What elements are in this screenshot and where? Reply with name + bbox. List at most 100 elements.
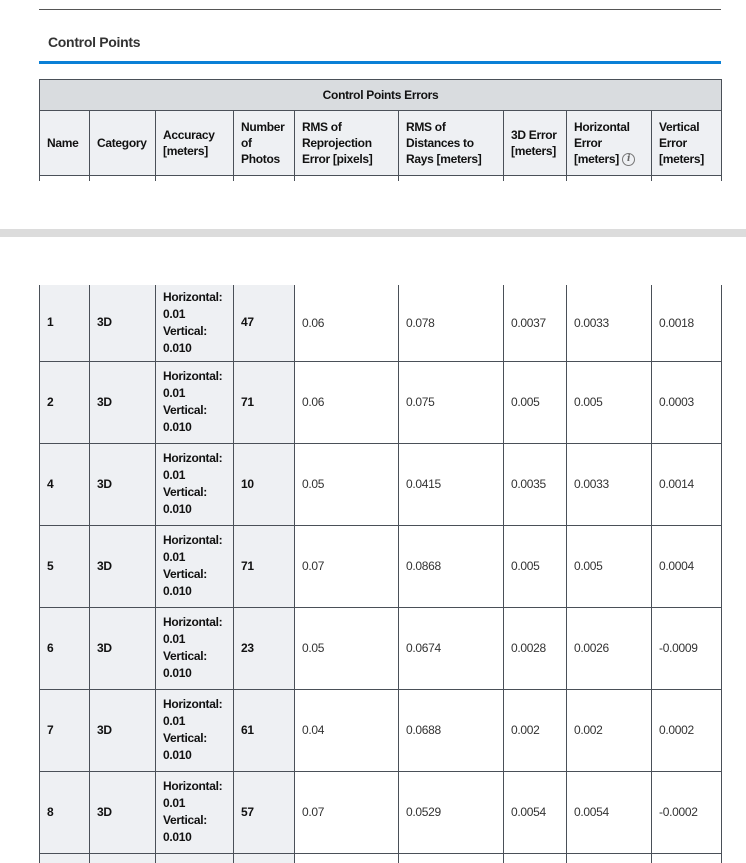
cell-category: 3D: [89, 688, 156, 772]
accuracy-acc-v: 0.010: [163, 340, 192, 355]
cell-err3d: 0.0035: [503, 442, 567, 526]
cell-name: 1: [39, 285, 90, 362]
accuracy-acc-h-label: Horizontal:: [163, 615, 223, 629]
cell-err-h: 0.005: [566, 524, 652, 608]
cell-accuracy: Horizontal: 0.01 Vertical: 0.010: [155, 770, 234, 854]
cell-err3d: 0.002: [503, 688, 567, 772]
cell-err-v: -0.0009: [651, 606, 722, 690]
accuracy-acc-h-label: Horizontal:: [163, 779, 223, 793]
cell-category: 3D: [89, 770, 156, 854]
control-points-table: 1 3D Horizontal: 0.01 Vertical: 0.010 47 0.06 0.…: [39, 285, 722, 863]
header-rms-reprojection: RMS of Reprojection Error [pixels]: [294, 110, 399, 176]
cell-photos: 71: [233, 360, 295, 444]
header-number-of-photos: Number of Photos: [233, 110, 295, 176]
cell-rms-rays: 0.0529: [398, 770, 504, 854]
cell-photos: 10: [233, 442, 295, 526]
cell-photos: 57: [233, 770, 295, 854]
cell-rms-reproj: 0.05: [294, 442, 399, 526]
cell-rms-rays: 0.0415: [398, 442, 504, 526]
accuracy-acc-v: 0.010: [163, 420, 192, 434]
accuracy-acc-h: 0.01: [163, 796, 186, 810]
table-row: 7 3D Horizontal: 0.01 Vertical: 0.010 61 0.04 0.…: [39, 688, 722, 772]
accuracy-acc-h: 0.01: [163, 468, 186, 482]
accuracy-acc-v-label: Vertical:: [163, 649, 207, 663]
table-row: 2 3D Horizontal: 0.01 Vertical: 0.010 71 0.06 0.…: [39, 360, 722, 444]
header-label: RMS of Distances to Rays [meters]: [406, 120, 482, 166]
cell-name: 2: [39, 360, 90, 444]
table-row: 6 3D Horizontal: 0.01 Vertical: 0.010 23 0.05 0.…: [39, 606, 722, 690]
header-category: Category: [89, 110, 156, 176]
cell-category: 3D: [89, 285, 156, 362]
table-row: 5 3D Horizontal: 0.01 Vertical: 0.010 71 0.07 0.…: [39, 524, 722, 608]
header-horizontal-error: Horizontal Error [meters] i: [566, 110, 652, 176]
accuracy-acc-h: 0.01: [163, 550, 186, 564]
cell-accuracy: Horizontal: 0.01 Vertical: 0.010: [155, 524, 234, 608]
cell-photos: 61: [233, 688, 295, 772]
cell-photos: 71: [233, 524, 295, 608]
cell-rms-rays: 0.0674: [398, 606, 504, 690]
cell-err3d: 0.005: [503, 524, 567, 608]
accuracy-acc-h: 0.01: [163, 306, 186, 321]
cell-name: 6: [39, 606, 90, 690]
cell-accuracy: Horizontal: 0.01 Vertical: 0.010: [155, 285, 234, 362]
cell-accuracy: Horizontal: 0.01 Vertical: 0.010: [155, 606, 234, 690]
accuracy-acc-v: 0.010: [163, 748, 192, 762]
header-accuracy: Accuracy [meters]: [155, 110, 234, 176]
cell-accuracy: Horizontal: 0.01 Vertical: 0.010: [155, 442, 234, 526]
accuracy-acc-v-label: Vertical:: [163, 485, 207, 499]
accuracy-acc-v: 0.010: [163, 502, 192, 516]
cell-rms-reproj: 0.05: [294, 606, 399, 690]
cell-err3d: 0.0028: [503, 606, 567, 690]
cell-photos: 47: [233, 285, 295, 362]
header-label: Vertical Error [meters]: [659, 120, 704, 166]
cell-category: 3D: [89, 606, 156, 690]
accuracy-acc-h-label: Horizontal:: [163, 369, 223, 383]
cell-err3d: 0.0037: [503, 285, 567, 362]
cell-err-h: 0.005: [566, 360, 652, 444]
accuracy-acc-v-label: Vertical:: [163, 813, 207, 827]
cell-name: 8: [39, 770, 90, 854]
header-label: Accuracy [meters]: [163, 128, 215, 158]
header-label: Name: [47, 136, 79, 150]
accuracy-acc-h: 0.01: [163, 386, 186, 400]
table-row: 1 3D Horizontal: 0.01 Vertical: 0.010 47 0.06 0.…: [39, 285, 722, 362]
header-3d-error: 3D Error [meters]: [503, 110, 567, 176]
header-vertical-error: Vertical Error [meters]: [650, 110, 723, 176]
cell-rms-reproj: 0.04: [294, 688, 399, 772]
cell-name: 5: [39, 524, 90, 608]
cell-rms-reproj: 0.07: [294, 770, 399, 854]
cell-err-h: 0.0026: [566, 606, 652, 690]
header-label: Horizontal Error [meters]: [574, 120, 630, 166]
cell-err-h: 0.002: [566, 688, 652, 772]
divider: [39, 9, 721, 10]
cell-err3d: 0.005: [503, 360, 567, 444]
header-label: Number of Photos: [241, 120, 285, 166]
cell-category: 3D: [89, 524, 156, 608]
cell-accuracy: Horizontal: 0.01 Vertical: 0.010: [155, 360, 234, 444]
accuracy-acc-v: 0.010: [163, 830, 192, 844]
header-label: Category: [97, 136, 147, 150]
accuracy-acc-h: 0.01: [163, 714, 186, 728]
cell-accuracy: Horizontal: 0.01 Vertical: 0.010: [155, 688, 234, 772]
accuracy-acc-h-label: Horizontal:: [163, 451, 223, 465]
cell-name: 7: [39, 688, 90, 772]
cell-err-h: 0.0054: [566, 770, 652, 854]
cell-err-h: 0.0033: [566, 285, 652, 362]
section-title: Control Points: [48, 34, 141, 50]
cell-rms-rays: 0.075: [398, 360, 504, 444]
cell-err-v: 0.0003: [651, 360, 722, 444]
accuracy-acc-v-label: Vertical:: [163, 403, 207, 417]
header-label: 3D Error [meters]: [511, 128, 557, 158]
cell-err-v: -0.0002: [651, 770, 722, 854]
cell-rms-rays: 0.078: [398, 285, 504, 362]
cell-err-v: 0.0018: [651, 285, 722, 362]
accuracy-acc-h-label: Horizontal:: [163, 533, 223, 547]
table-caption: Control Points Errors: [38, 79, 723, 111]
accuracy-acc-v: 0.010: [163, 584, 192, 598]
accuracy-acc-v-label: Vertical:: [163, 567, 207, 581]
cell-err-v: 0.0014: [651, 442, 722, 526]
info-icon[interactable]: i: [622, 153, 635, 167]
cell-err-v: 0.0004: [651, 524, 722, 608]
cell-rms-reproj: 0.07: [294, 524, 399, 608]
accuracy-acc-v-label: Vertical:: [163, 731, 207, 745]
